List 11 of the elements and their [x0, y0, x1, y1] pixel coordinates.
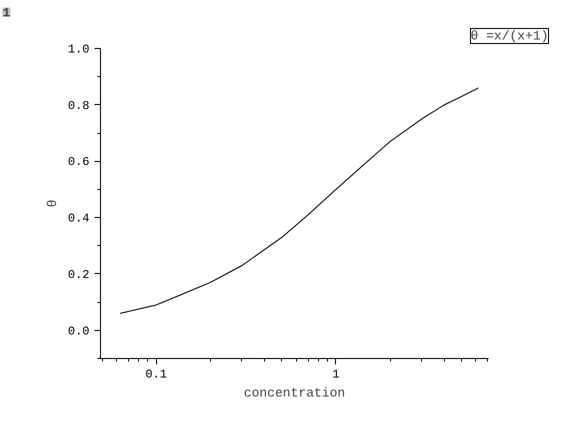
y-tick-label: 0.6 [68, 155, 90, 170]
y-tick-label: 0.2 [68, 268, 90, 282]
x-axis-title: concentration [244, 386, 346, 400]
text: 1 [2, 6, 10, 20]
y-axis-title: θ [44, 200, 60, 208]
text: θ =x/(x+1) [470, 28, 549, 44]
y-tick-label: 0.0 [68, 324, 90, 338]
y-tick-label: 1.0 [68, 42, 90, 56]
y-tick-label: 0.8 [68, 98, 90, 113]
y-tick-label: 0.4 [68, 212, 90, 226]
x-tick-label: 0.1 [145, 368, 168, 382]
